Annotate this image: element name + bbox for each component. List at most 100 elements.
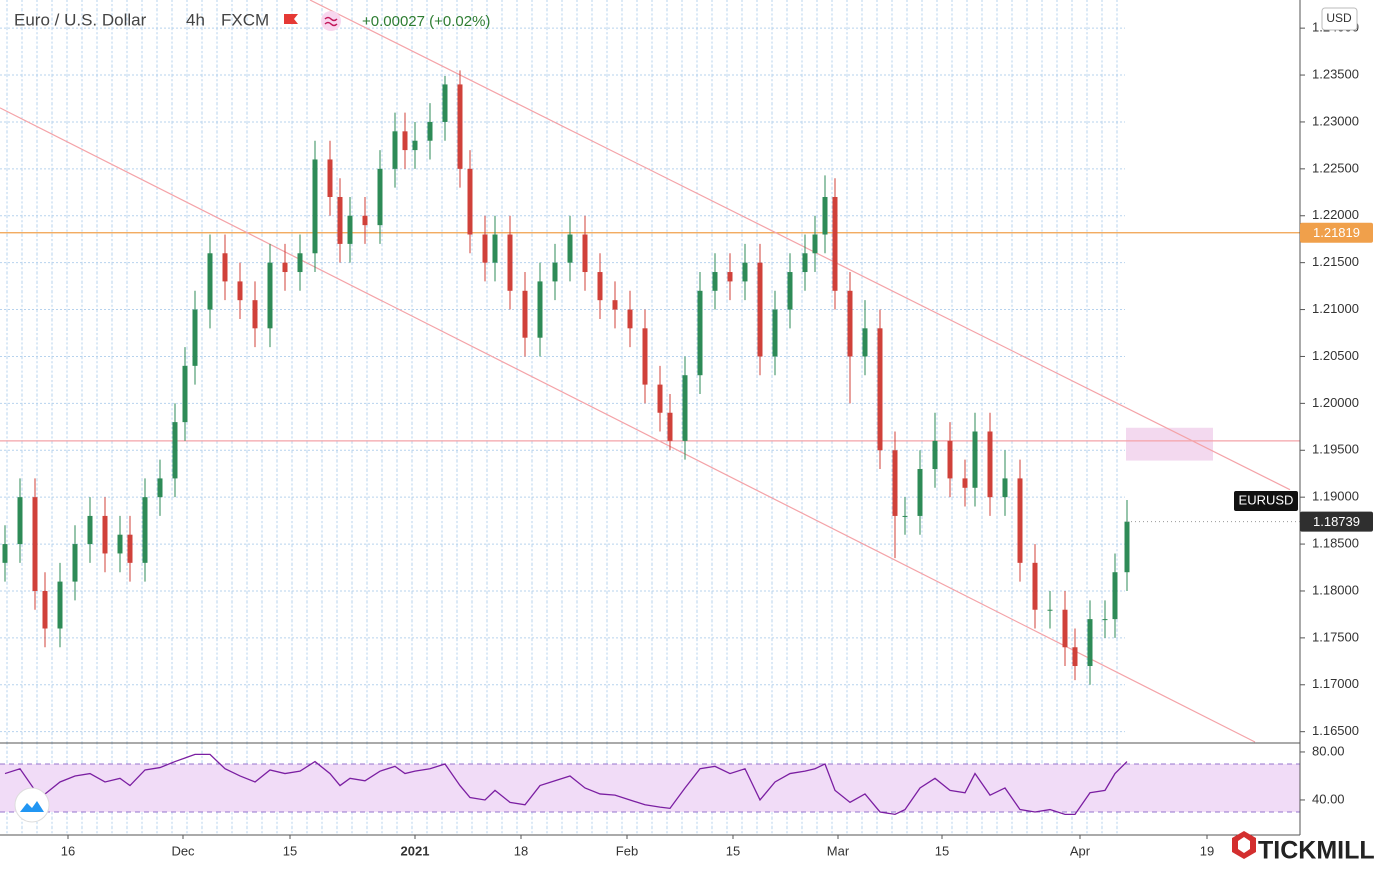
- candle-body: [377, 168, 383, 226]
- y-tick-label: 1.21500: [1312, 254, 1359, 269]
- candle-body: [682, 375, 688, 441]
- candle-body: [612, 300, 618, 310]
- last-price-box: [1300, 511, 1373, 532]
- x-tick-label: 15: [935, 843, 949, 858]
- candle-body: [87, 515, 93, 545]
- candle-body: [1002, 478, 1008, 498]
- interval[interactable]: 4h: [186, 10, 205, 29]
- candle-body: [522, 290, 528, 338]
- candle-body: [1072, 647, 1078, 667]
- candle-body: [1087, 619, 1093, 667]
- rsi-tick-label: 80.00: [1312, 743, 1345, 758]
- x-tick-label: 15: [283, 843, 297, 858]
- candle-body: [727, 272, 733, 282]
- candle-body: [467, 168, 473, 235]
- candle-body: [127, 534, 133, 563]
- rsi-band: [0, 763, 1300, 812]
- candle-body: [697, 290, 703, 376]
- candle-body: [802, 253, 808, 273]
- candle-body: [877, 328, 883, 451]
- candle-body: [862, 328, 868, 357]
- candle-body: [267, 262, 273, 329]
- candle-body: [1047, 609, 1053, 611]
- candle-body: [222, 253, 228, 282]
- x-tick-label: Apr: [1070, 843, 1091, 858]
- candle-body: [282, 262, 288, 273]
- candle-body: [2, 544, 8, 563]
- candle-body: [1062, 609, 1068, 648]
- x-tick-label: 19: [1200, 843, 1214, 858]
- currency: USD: [1326, 11, 1352, 25]
- candle-body: [412, 140, 418, 151]
- currency-box[interactable]: [1321, 7, 1358, 31]
- x-tick-label: 2021: [401, 843, 430, 858]
- candle-body: [552, 262, 558, 282]
- axes: 1.21819 1.18739 1.16500 1.17000 1.17500 1.180…: [61, 20, 1373, 858]
- brand-logo: [1232, 831, 1256, 859]
- x-tick-label: Dec: [171, 843, 195, 858]
- rsi-tick-label: 40.00: [1312, 791, 1345, 806]
- x-tick-label: Feb: [616, 843, 638, 858]
- candle-body: [812, 234, 818, 254]
- symbol-tag: EURUSD: [1239, 492, 1294, 507]
- candle-body: [987, 431, 993, 498]
- logo-circle: [14, 787, 50, 823]
- price-label: 1.21819: [1313, 225, 1360, 240]
- candle-body: [392, 131, 398, 169]
- candle-body: [42, 590, 48, 629]
- candle-body: [1102, 619, 1108, 621]
- candle-body: [117, 534, 123, 554]
- candle-body: [902, 515, 908, 517]
- y-tick-label: 1.16500: [1312, 723, 1359, 738]
- candle-body: [252, 300, 258, 329]
- candle-body: [337, 196, 343, 244]
- y-tick-label: 1.19500: [1312, 442, 1359, 457]
- candle-body: [172, 422, 178, 479]
- candle-body: [972, 431, 978, 488]
- candle-body: [362, 215, 368, 226]
- candle-body: [207, 253, 213, 310]
- candle-body: [72, 544, 78, 582]
- candle-body: [567, 234, 573, 263]
- y-tick-label: 1.17000: [1312, 676, 1359, 691]
- candle-body: [582, 234, 588, 273]
- candle-body: [847, 290, 853, 357]
- candle-body: [17, 497, 23, 545]
- candle-body: [347, 215, 353, 244]
- y-tick-label: 1.23000: [1312, 113, 1359, 128]
- y-tick-label: 1.22500: [1312, 160, 1359, 175]
- grid-pattern: [0, 0, 1125, 835]
- y-tick-label: 1.23500: [1312, 66, 1359, 81]
- candle-body: [657, 384, 663, 413]
- candle-body: [327, 159, 333, 197]
- price-label-box: [1300, 222, 1373, 243]
- compare-icon[interactable]: [321, 11, 341, 31]
- flag-icon[interactable]: [284, 14, 298, 24]
- approx-glyph: [324, 16, 338, 27]
- candle-body: [917, 469, 923, 516]
- candle-body: [712, 272, 718, 291]
- candle-body: [1112, 572, 1118, 620]
- candle-body: [537, 281, 543, 338]
- y-tick-label: 1.19000: [1312, 489, 1359, 504]
- grid: [0, 0, 1125, 835]
- candle-body: [157, 478, 163, 498]
- chart-logo: [14, 787, 50, 823]
- candle-body: [182, 365, 188, 423]
- trendline: [0, 107, 1256, 743]
- y-tick-label: 1.17500: [1312, 629, 1359, 644]
- candle-body: [1124, 521, 1130, 573]
- brand-name: TICKMILL: [1258, 837, 1375, 865]
- candle-body: [482, 234, 488, 263]
- y-tick-label: 1.20000: [1312, 395, 1359, 410]
- candle-body: [402, 131, 408, 151]
- candle-body: [822, 196, 828, 235]
- logo-glyph: [20, 801, 44, 812]
- candle-body: [492, 234, 498, 263]
- candle-body: [457, 84, 463, 169]
- candle-body: [57, 581, 63, 629]
- rsi-line: [4, 753, 1128, 816]
- candle-body: [442, 84, 448, 122]
- candle-body: [787, 272, 793, 310]
